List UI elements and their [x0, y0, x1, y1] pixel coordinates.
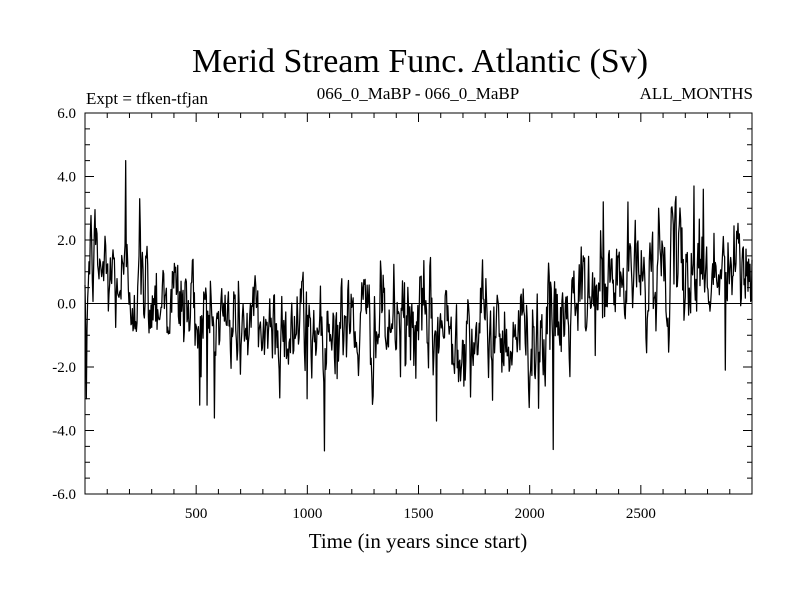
- x-axis-label: Time (in years since start): [309, 529, 528, 553]
- x-tick-label: 2000: [515, 506, 545, 522]
- chart-subtitle-left: Expt = tfken-tfjan: [86, 89, 208, 108]
- y-tick-label: -6.0: [52, 487, 76, 503]
- x-axis-ticks: 500 1000 1500 2000 2500: [106, 113, 731, 522]
- x-tick-label: 500: [185, 506, 208, 522]
- series-line: [84, 160, 753, 452]
- chart-subtitle-center: 066_0_MaBP - 066_0_MaBP: [317, 84, 519, 103]
- plot-area: -6.0 -4.0 -2.0 0.0 2.0 4.0 6.0 500 1000 1500 2000…: [52, 106, 753, 522]
- y-tick-label: -2.0: [52, 360, 76, 376]
- x-tick-label: 2500: [626, 506, 656, 522]
- y-tick-label: 2.0: [57, 233, 76, 249]
- y-tick-label: 4.0: [57, 170, 76, 186]
- chart-subtitle-right: ALL_MONTHS: [640, 84, 753, 103]
- y-tick-label: 6.0: [57, 106, 76, 122]
- chart-title: Merid Stream Func. Atlantic (Sv): [192, 43, 648, 80]
- y-tick-label: 0.0: [57, 297, 76, 313]
- y-tick-label: -4.0: [52, 424, 76, 440]
- x-tick-label: 1500: [404, 506, 434, 522]
- x-tick-label: 1000: [292, 506, 322, 522]
